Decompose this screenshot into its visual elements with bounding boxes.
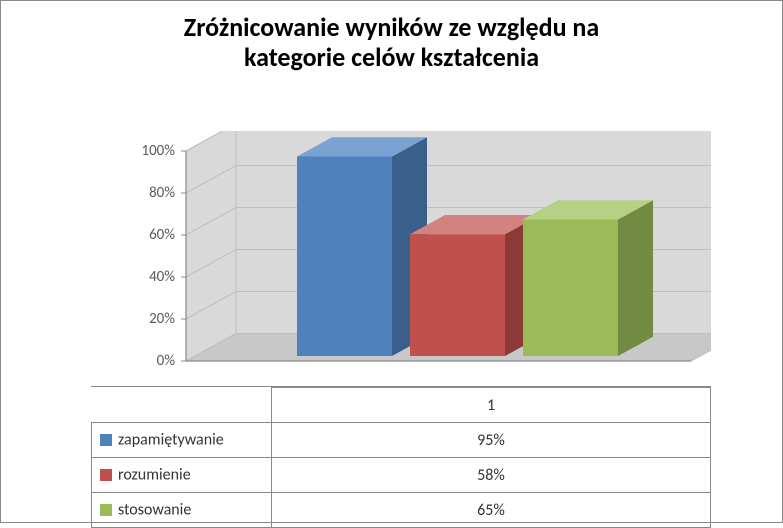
series-value: 95% [272, 423, 711, 458]
plot-area: 0%20%40%60%80%100% [91, 131, 711, 381]
data-table-wrap: 1zapamiętywanie95%rozumienie58%stosowani… [91, 386, 711, 528]
bar-rozumienie [410, 234, 505, 356]
chart-title: Zróżnicowanie wyników ze względu na kate… [1, 1, 782, 73]
table-row: zapamiętywanie 95% [92, 423, 711, 458]
table-row: stosowanie 65% [92, 493, 711, 528]
series-name: rozumienie [118, 466, 191, 485]
bar-stosowanie [523, 220, 618, 356]
series-label-cell: zapamiętywanie [92, 423, 272, 458]
legend-swatch [100, 434, 112, 446]
series-value: 58% [272, 458, 711, 493]
title-line-1: Zróżnicowanie wyników ze względu na [1, 13, 782, 43]
series-name: stosowanie [118, 501, 191, 520]
table-header-row: 1 [92, 388, 711, 423]
table-row: rozumienie 58% [92, 458, 711, 493]
chart-frame: Zróżnicowanie wyników ze względu na kate… [0, 0, 783, 523]
chart-svg [91, 131, 711, 381]
table-category-header: 1 [272, 388, 711, 423]
series-label-cell: rozumienie [92, 458, 272, 493]
legend-swatch [100, 504, 112, 516]
legend-swatch [100, 469, 112, 481]
series-label-cell: stosowanie [92, 493, 272, 528]
title-line-2: kategorie celów kształcenia [1, 43, 782, 73]
bar-zapamiętywanie [297, 157, 392, 356]
series-name: zapamiętywanie [118, 431, 224, 450]
series-value: 65% [272, 493, 711, 528]
table-header-empty [92, 388, 272, 423]
data-table: 1zapamiętywanie95%rozumienie58%stosowani… [91, 387, 711, 528]
